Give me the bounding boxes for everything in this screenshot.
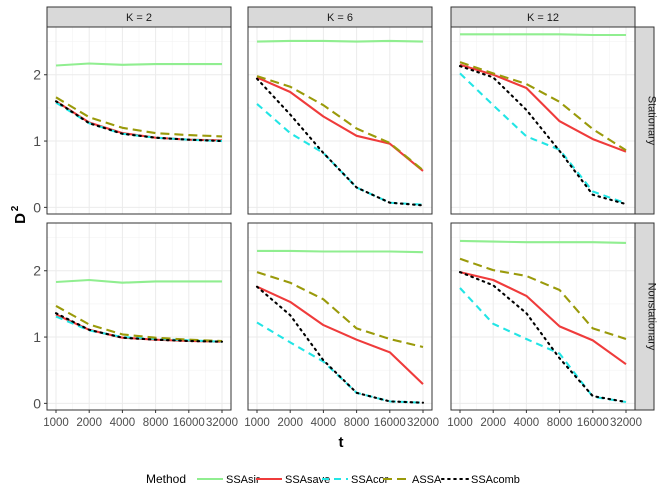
x-tick-label: 16000 — [374, 417, 406, 429]
panel — [450, 222, 636, 411]
row-strip-label: Nonstationary — [646, 283, 658, 351]
y-tick-label: 0 — [33, 395, 41, 411]
row-strip-background — [634, 26, 655, 215]
x-tick-label: 16000 — [577, 417, 609, 429]
series-line-ssacomb — [54, 100, 224, 143]
series-line-ssasir — [55, 278, 222, 284]
x-tick-label: 32000 — [206, 417, 238, 429]
series-line-ssasir — [460, 33, 626, 37]
column-strip-background — [46, 6, 232, 28]
x-tick-label: 8000 — [143, 417, 169, 429]
series-line-assa — [55, 96, 223, 138]
row-strip-background — [634, 222, 655, 411]
series-line-assa — [459, 257, 627, 341]
x-tick-label: 8000 — [344, 417, 370, 429]
column-strip: K = 6 — [247, 6, 433, 28]
series-line-ssasir — [256, 39, 424, 43]
x-tick-label: 1000 — [447, 417, 473, 429]
column-strip-background — [247, 6, 433, 28]
series-line-ssasir — [459, 239, 627, 244]
panel-border — [247, 222, 433, 411]
panel — [46, 222, 232, 411]
series-line-ssacomb — [458, 65, 628, 206]
column-strip-label: K = 6 — [327, 12, 353, 24]
series-line-ssasave — [459, 63, 627, 153]
row-strip: Nonstationary — [634, 222, 658, 411]
x-tick-label: 2000 — [76, 417, 102, 429]
panel — [247, 222, 433, 411]
y-axis-title-superscript: 2 — [10, 205, 21, 211]
series-line-ssacomb — [255, 77, 425, 207]
legend-label: SSAsir — [226, 474, 260, 486]
series-line-assa — [459, 61, 627, 152]
legend-entry-ssacor: SSAcor — [322, 474, 389, 486]
x-tick-label: 4000 — [110, 417, 136, 429]
column-strip-label: K = 12 — [527, 12, 559, 24]
legend-entry-ssacomb: SSAcomb — [440, 474, 520, 486]
panel — [450, 26, 636, 215]
x-tick-label: 4000 — [514, 417, 540, 429]
x-tick-label: 1000 — [244, 417, 270, 429]
row-strip: Stationary — [634, 26, 658, 215]
series-line-assa — [256, 271, 424, 349]
legend-title: Method — [146, 472, 186, 486]
y-axis-title: D 2 — [10, 205, 29, 224]
row-strip-label: Stationary — [646, 96, 658, 146]
x-axis-title: t — [339, 434, 344, 451]
y-tick-label: 1 — [33, 329, 41, 345]
y-axis-title-base: D — [12, 213, 29, 224]
column-strip: K = 12 — [450, 6, 636, 28]
panels-layer: K = 2 K = 6 K = 12 Stationary Nonstationary 0… — [33, 6, 658, 429]
panel — [46, 26, 232, 215]
x-tick-label: 1000 — [43, 417, 69, 429]
series-line-ssacomb — [458, 271, 628, 404]
series-line-ssacomb — [255, 285, 425, 404]
y-tick-label: 2 — [33, 263, 41, 279]
x-tick-label: 32000 — [407, 417, 439, 429]
legend-entry-ssasave: SSAsave — [256, 474, 330, 486]
x-tick-label: 2000 — [277, 417, 303, 429]
column-strip-background — [450, 6, 636, 28]
series-line-ssasir — [257, 249, 424, 254]
column-strip-label: K = 2 — [126, 12, 152, 24]
x-tick-label: 16000 — [173, 417, 205, 429]
panel — [247, 26, 433, 215]
legend-entry-assa: ASSA — [383, 474, 442, 486]
series-line-ssacomb — [54, 312, 224, 343]
column-strip: K = 2 — [46, 6, 232, 28]
series-line-ssasir — [55, 62, 222, 67]
series-line-ssasave — [459, 271, 627, 366]
axis-layer: t D 2 — [10, 205, 344, 451]
legend-label: ASSA — [412, 474, 442, 486]
x-tick-label: 8000 — [547, 417, 573, 429]
series-line-assa — [256, 75, 424, 172]
y-tick-label: 2 — [33, 67, 41, 83]
legend-entry-ssasir: SSAsir — [197, 474, 260, 486]
series-line-assa — [55, 304, 223, 343]
x-tick-label: 32000 — [610, 417, 642, 429]
legend-label: SSAsave — [285, 474, 330, 486]
series-line-ssacor — [459, 72, 627, 205]
panel-border — [46, 222, 232, 411]
series-line-ssasave — [256, 285, 424, 385]
legend-label: SSAcor — [351, 474, 389, 486]
x-tick-label: 4000 — [311, 417, 337, 429]
x-tick-label: 2000 — [480, 417, 506, 429]
y-tick-label: 0 — [33, 199, 41, 215]
y-tick-label: 1 — [33, 133, 41, 149]
legend: Method SSAsir SSAsave SSAcor ASSA SSAcomb — [146, 472, 520, 486]
legend-label: SSAcomb — [471, 474, 520, 486]
